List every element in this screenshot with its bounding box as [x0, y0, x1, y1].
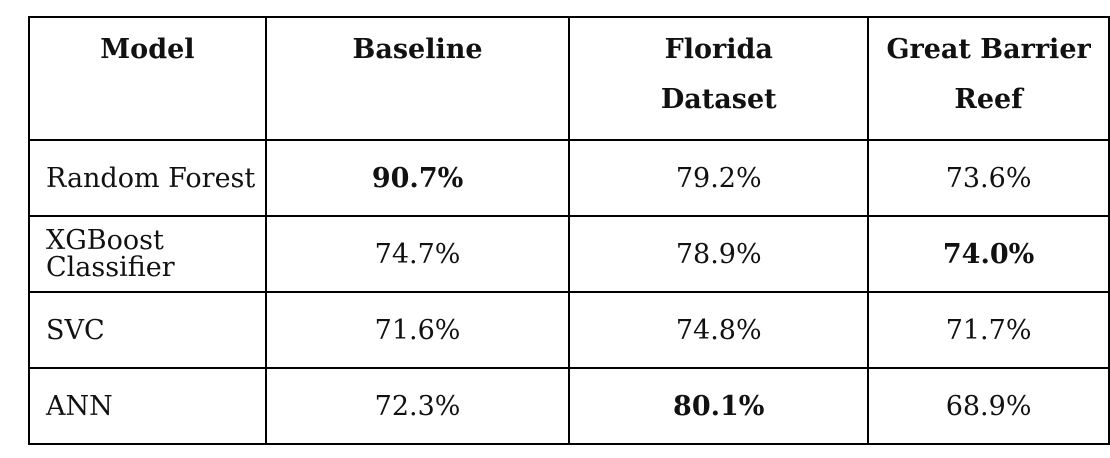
model-name-cell: ANN — [28, 367, 267, 445]
model-name-cell: XGBoost Classifier — [28, 215, 267, 293]
table-row: ANN 72.3% 80.1% 68.9% — [28, 367, 1110, 445]
baseline-value-cell: 72.3% — [264, 367, 571, 445]
baseline-value-cell: 90.7% — [264, 139, 571, 217]
gbr-value-cell: 68.9% — [867, 367, 1110, 445]
header-model: Model — [28, 16, 267, 141]
header-great-barrier-reef: Great Barrier Reef — [867, 16, 1110, 141]
gbr-value-cell: 74.0% — [867, 215, 1110, 293]
table-row: Random Forest 90.7% 79.2% 73.6% — [28, 139, 1110, 217]
table-row: SVC 71.6% 74.8% 71.7% — [28, 291, 1110, 369]
table-row: XGBoost Classifier 74.7% 78.9% 74.0% — [28, 215, 1110, 293]
baseline-value-cell: 71.6% — [264, 291, 571, 369]
results-table: Model Baseline Florida Dataset Great Bar… — [28, 16, 1110, 445]
model-name-cell: SVC — [28, 291, 267, 369]
header-baseline: Baseline — [264, 16, 571, 141]
gbr-value-cell: 73.6% — [867, 139, 1110, 217]
baseline-value-cell: 74.7% — [264, 215, 571, 293]
florida-value-cell: 79.2% — [568, 139, 870, 217]
header-row: Model Baseline Florida Dataset Great Bar… — [28, 16, 1110, 141]
florida-value-cell: 80.1% — [568, 367, 870, 445]
florida-value-cell: 74.8% — [568, 291, 870, 369]
gbr-value-cell: 71.7% — [867, 291, 1110, 369]
florida-value-cell: 78.9% — [568, 215, 870, 293]
model-name-cell: Random Forest — [28, 139, 267, 217]
header-florida-dataset: Florida Dataset — [568, 16, 870, 141]
